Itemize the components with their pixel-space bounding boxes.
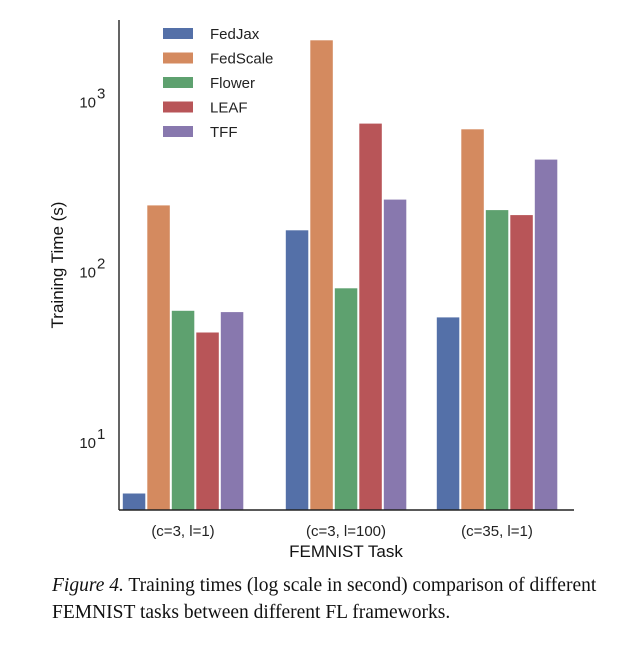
legend-label-fedjax: FedJax bbox=[210, 26, 260, 43]
legend-swatch-flower bbox=[163, 77, 193, 88]
bars-group bbox=[122, 40, 558, 511]
y-tick-exponent-2: 3 bbox=[97, 85, 105, 102]
x-axis-label: FEMNIST Task bbox=[289, 542, 403, 561]
y-tick-label-1: 10 bbox=[79, 265, 96, 282]
bar-flower-2 bbox=[485, 210, 509, 510]
bar-leaf-2 bbox=[510, 215, 533, 510]
bar-fedscale-1 bbox=[310, 40, 333, 511]
bar-leaf-1 bbox=[359, 123, 382, 510]
x-tick-labels: (c=3, l=1) (c=3, l=100) (c=35, l=1) bbox=[151, 523, 533, 540]
legend-label-flower: Flower bbox=[210, 75, 255, 92]
legend: FedJax FedScale Flower LEAF TFF bbox=[163, 26, 273, 141]
bar-fedjax-0 bbox=[122, 493, 146, 510]
bar-tff-2 bbox=[534, 159, 558, 510]
y-axis-label: Training Time (s) bbox=[48, 202, 67, 329]
x-tick-label-0: (c=3, l=1) bbox=[151, 523, 214, 540]
bar-fedjax-1 bbox=[285, 230, 309, 511]
bar-tff-0 bbox=[220, 312, 244, 510]
bar-flower-0 bbox=[171, 310, 195, 510]
bar-fedscale-0 bbox=[147, 205, 170, 510]
legend-label-tff: TFF bbox=[210, 124, 238, 141]
legend-swatch-leaf bbox=[163, 101, 193, 113]
figure-caption: Figure 4. Training times (log scale in s… bbox=[52, 572, 612, 626]
legend-swatch-fedjax bbox=[163, 28, 193, 39]
legend-label-fedscale: FedScale bbox=[210, 51, 273, 68]
bar-leaf-0 bbox=[196, 332, 219, 510]
x-tick-label-2: (c=35, l=1) bbox=[461, 523, 533, 540]
legend-label-leaf: LEAF bbox=[210, 100, 248, 117]
y-tick-exponent-1: 2 bbox=[97, 256, 105, 273]
bar-flower-1 bbox=[334, 288, 358, 510]
caption-text: Training times (log scale in second) com… bbox=[52, 575, 597, 623]
legend-swatch-fedscale bbox=[163, 52, 193, 64]
legend-swatch-tff bbox=[163, 126, 193, 137]
y-tick-exponent-0: 1 bbox=[97, 426, 105, 443]
y-tick-label-0: 10 bbox=[79, 435, 96, 452]
bar-fedjax-2 bbox=[436, 317, 460, 510]
y-tick-label-2: 10 bbox=[79, 94, 96, 111]
bar-tff-1 bbox=[383, 199, 407, 510]
bar-fedscale-2 bbox=[461, 129, 484, 511]
figure-label: Figure 4. bbox=[52, 575, 124, 596]
x-tick-label-1: (c=3, l=100) bbox=[306, 523, 386, 540]
